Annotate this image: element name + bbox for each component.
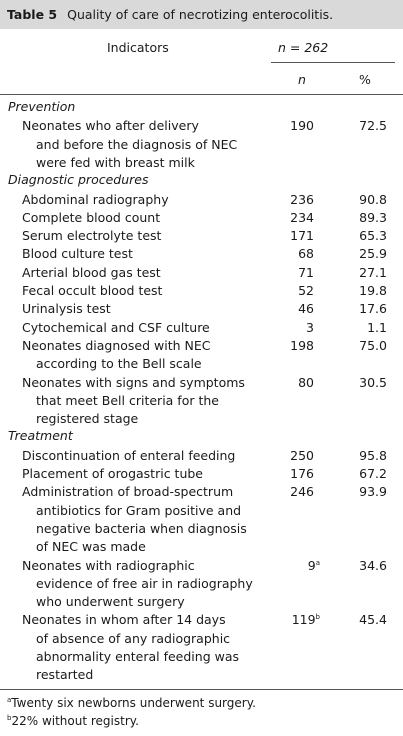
row-label: Complete blood count (22, 209, 161, 225)
table-number: Table 5 (7, 7, 58, 22)
row-label: Neonates with radiographic (22, 557, 195, 573)
row-percent-value: 1.1 (367, 319, 387, 335)
section-heading: Prevention (8, 99, 76, 114)
row-label-continued: of absence of any radiographic (36, 630, 231, 646)
row-n-value: 52 (298, 283, 314, 298)
row-n-number: 171 (290, 228, 314, 244)
row-label-continued: according to the Bell scale (36, 356, 202, 372)
footnote-a-text: Twenty six newborns underwent surgery. (11, 696, 256, 710)
section-heading: Diagnostic procedures (8, 172, 149, 188)
row-n-value: 190 (290, 118, 314, 133)
row-n-value: 80 (298, 375, 314, 390)
row-percent-value: 19.8 (359, 283, 387, 298)
row-n-number: 250 (290, 447, 314, 463)
row-label: Arterial blood gas test (22, 264, 161, 280)
header-subrule (271, 62, 395, 63)
row-n-value: 3 (306, 320, 314, 335)
row-n-number: 190 (290, 118, 314, 134)
row-label: Abdominal radiography (22, 191, 169, 207)
row-n-number: 234 (290, 209, 314, 225)
row-label: Neonates who after delivery (22, 118, 199, 134)
footnote-b: b22% without registry. (7, 714, 139, 728)
row-n-number: 80 (298, 374, 314, 390)
header-rule (0, 94, 403, 95)
row-percent-value: 30.5 (359, 374, 387, 390)
row-percent-value: 89.3 (359, 209, 387, 225)
row-percent-value: 93.9 (359, 484, 387, 500)
table-title: Quality of care of necrotizing enterocol… (67, 7, 334, 22)
row-n-value: 176 (290, 466, 314, 481)
row-n-footnote-mark: b (315, 613, 320, 622)
row-percent-value: 45.4 (359, 612, 387, 628)
row-label-continued: antibiotics for Gram positive and (36, 502, 242, 518)
row-n-value: 198 (290, 338, 314, 353)
row-label-continued: restarted (36, 667, 94, 683)
footnote-b-text: 22% without registry. (11, 714, 139, 728)
table-title-bar: Table 5 Quality of care of necrotizing en… (0, 0, 403, 29)
row-percent-value: 65.3 (359, 228, 387, 244)
row-label-continued: evidence of free air in radiography (36, 575, 253, 591)
row-n-number: 176 (290, 466, 314, 481)
row-percent-value: 27.1 (359, 264, 387, 280)
row-label: Blood culture test (22, 246, 133, 262)
row-n-number: 3 (306, 319, 314, 335)
row-n-value: 119b (292, 612, 320, 627)
row-n-value: 68 (298, 246, 314, 261)
row-n-footnote-mark: a (315, 558, 320, 567)
section-heading: Treatment (8, 428, 73, 444)
row-n-value: 236 (290, 192, 314, 207)
row-percent-value: 75.0 (359, 337, 387, 353)
row-n-value: 246 (290, 484, 314, 499)
footnote-b-mark: b (7, 714, 12, 722)
row-percent-value: 34.6 (359, 557, 387, 573)
row-label-continued: registered stage (36, 411, 139, 427)
row-n-value: 71 (298, 265, 314, 280)
footnote-a-mark: a (7, 696, 12, 704)
row-label-continued: and before the diagnosis of NEC (36, 136, 238, 152)
row-percent-value: 95.8 (359, 447, 387, 463)
row-label-continued: were fed with breast milk (36, 154, 195, 170)
row-label-continued: abnormality enteral feeding was (36, 649, 240, 664)
row-n-number: 68 (298, 246, 314, 262)
row-label: Neonates diagnosed with NEC (22, 337, 211, 353)
n-column-header: n (298, 72, 306, 87)
row-n-number: 52 (298, 283, 314, 298)
row-n-number: 46 (298, 301, 314, 317)
row-n-number: 9 (307, 557, 316, 573)
row-label: Serum electrolyte test (22, 228, 162, 244)
row-percent-value: 25.9 (359, 246, 387, 262)
percent-column-header: % (359, 72, 371, 87)
row-label: Placement of orogastric tube (22, 466, 203, 481)
row-percent-value: 72.5 (359, 118, 387, 134)
row-n-value: 46 (298, 301, 314, 316)
row-n-value: 250 (290, 448, 314, 463)
n-total-header: n = 262 (278, 40, 329, 55)
row-label: Neonates with signs and symptoms (22, 374, 245, 390)
row-label: Urinalysis test (22, 301, 111, 317)
row-percent-value: 90.8 (359, 191, 387, 207)
footnote-a: aTwenty six newborns underwent surgery. (7, 696, 256, 710)
row-label: Cytochemical and CSF culture (22, 319, 210, 335)
row-label: Administration of broad-spectrum (22, 484, 234, 500)
row-percent-value: 67.2 (359, 466, 387, 481)
row-percent-value: 17.6 (359, 301, 387, 317)
row-label: Fecal occult blood test (22, 283, 163, 298)
row-n-number: 198 (290, 337, 314, 353)
row-label: Neonates in whom after 14 days (22, 612, 226, 628)
row-n-number: 246 (290, 484, 314, 500)
row-n-number: 236 (290, 191, 314, 207)
row-label: Discontinuation of enteral feeding (22, 447, 236, 463)
row-n-value: 9a (308, 558, 320, 573)
bottom-rule (0, 689, 403, 690)
row-n-number: 119 (291, 612, 316, 628)
indicators-header: Indicators (107, 40, 169, 55)
row-n-value: 234 (290, 210, 314, 225)
row-label-continued: negative bacteria when diagnosis (36, 520, 247, 536)
row-label-continued: who underwent surgery (36, 594, 185, 610)
row-label-continued: of NEC was made (36, 539, 146, 555)
row-label-continued: that meet Bell criteria for the (36, 392, 219, 408)
row-n-value: 171 (290, 228, 314, 243)
row-n-number: 71 (298, 264, 314, 280)
